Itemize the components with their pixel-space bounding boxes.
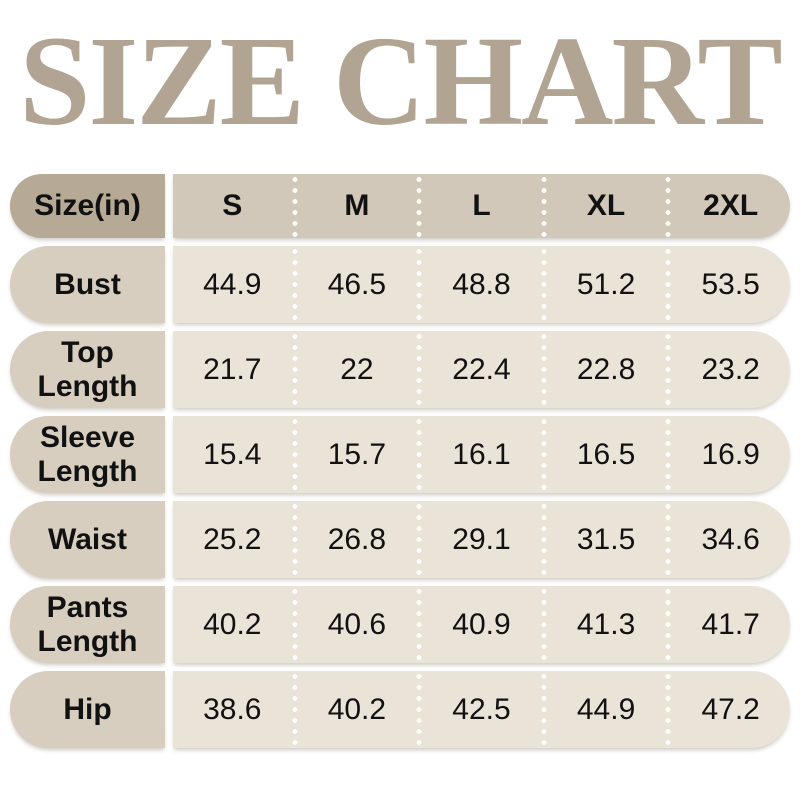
row-label: Hip <box>10 671 165 749</box>
dotted-column-separator <box>416 671 423 749</box>
measurement-value-cell: 40.6 <box>327 607 387 641</box>
row-label: Sleeve Length <box>10 416 165 494</box>
measurement-value-cell: 22.8 <box>576 352 636 386</box>
measurement-value-cell: 41.7 <box>701 607 760 641</box>
measurement-value-cell: 44.9 <box>576 692 636 726</box>
dotted-column-separator <box>291 331 298 409</box>
dotted-column-separator <box>416 586 423 664</box>
measurement-value-cell: 29.1 <box>452 522 511 556</box>
dotted-column-separator <box>665 174 672 239</box>
row-values-area: 21.7 22 22.4 22.8 23.2 <box>173 331 790 409</box>
dotted-column-separator <box>291 246 298 324</box>
dotted-column-separator <box>665 246 672 324</box>
measurement-value-cell: 21.7 <box>203 352 262 386</box>
measurement-value-cell: 16.5 <box>576 437 636 471</box>
header-unit-cell: Size(in) <box>10 174 165 239</box>
size-header-cell: S <box>222 189 243 223</box>
measurement-value-cell: 51.2 <box>576 267 636 301</box>
dotted-column-separator <box>540 586 547 664</box>
dotted-column-separator <box>665 416 672 494</box>
table-row: Waist 25.2 26.8 29.1 31.5 34.6 <box>10 501 790 579</box>
measurement-value-cell: 34.6 <box>701 522 760 556</box>
table-row: Bust 44.9 46.5 48.8 51.2 53.5 <box>10 246 790 324</box>
measurement-value-cell: 44.9 <box>203 267 262 301</box>
size-header-cell: 2XL <box>703 189 759 223</box>
dotted-column-separator <box>416 416 423 494</box>
table-row: Top Length 21.7 22 22.4 22.8 23.2 <box>10 331 790 409</box>
size-header-cell: XL <box>586 189 626 223</box>
dotted-column-separator <box>540 331 547 409</box>
row-label: Top Length <box>10 331 165 409</box>
size-header-cell: L <box>472 189 491 223</box>
dotted-column-separator <box>665 671 672 749</box>
measurement-value-cell: 40.2 <box>203 607 262 641</box>
measurement-value-cell: 16.9 <box>701 437 760 471</box>
measurement-value-cell: 41.3 <box>576 607 636 641</box>
dotted-column-separator <box>665 331 672 409</box>
measurement-value-cell: 53.5 <box>701 267 760 301</box>
row-values-area: 40.2 40.6 40.9 41.3 41.7 <box>173 586 790 664</box>
row-values-area: 25.2 26.8 29.1 31.5 34.6 <box>173 501 790 579</box>
dotted-column-separator <box>665 501 672 579</box>
measurement-value-cell: 22 <box>340 352 374 386</box>
measurement-value-cell: 47.2 <box>701 692 760 726</box>
table-body: Bust 44.9 46.5 48.8 51.2 53.5 Top Length 21.7 22… <box>10 246 790 749</box>
measurement-value-cell: 38.6 <box>203 692 262 726</box>
header-sizes-area: S M L XL 2XL <box>173 174 790 239</box>
measurement-value-cell: 15.4 <box>203 437 262 471</box>
dotted-column-separator <box>291 501 298 579</box>
measurement-value-cell: 15.7 <box>327 437 387 471</box>
dotted-column-separator <box>416 501 423 579</box>
dotted-column-separator <box>540 174 547 239</box>
dotted-column-separator <box>540 501 547 579</box>
table-row: Hip 38.6 40.2 42.5 44.9 47.2 <box>10 671 790 749</box>
dotted-column-separator <box>540 416 547 494</box>
dotted-column-separator <box>416 246 423 324</box>
table-row: Sleeve Length 15.4 15.7 16.1 16.5 16.9 <box>10 416 790 494</box>
measurement-value-cell: 22.4 <box>452 352 511 386</box>
dotted-column-separator <box>291 416 298 494</box>
dotted-column-separator <box>540 246 547 324</box>
dotted-column-separator <box>665 586 672 664</box>
row-values-area: 15.4 15.7 16.1 16.5 16.9 <box>173 416 790 494</box>
measurement-value-cell: 48.8 <box>452 267 511 301</box>
dotted-column-separator <box>291 671 298 749</box>
measurement-value-cell: 40.9 <box>452 607 511 641</box>
page-title: SIZE CHART <box>19 10 783 152</box>
dotted-column-separator <box>416 174 423 239</box>
table-row: Pants Length 40.2 40.6 40.9 41.3 41.7 <box>10 586 790 664</box>
measurement-value-cell: 16.1 <box>452 437 511 471</box>
row-label: Bust <box>10 246 165 324</box>
measurement-value-cell: 46.5 <box>327 267 387 301</box>
row-label: Pants Length <box>10 586 165 664</box>
size-header-cell: M <box>344 189 370 223</box>
measurement-value-cell: 40.2 <box>327 692 387 726</box>
row-values-area: 44.9 46.5 48.8 51.2 53.5 <box>173 246 790 324</box>
row-label: Waist <box>10 501 165 579</box>
size-table: Size(in) S M L XL 2XL Bust 44.9 46.5 48.8 51.2 53… <box>10 174 790 749</box>
measurement-value-cell: 26.8 <box>327 522 387 556</box>
row-values-area: 38.6 40.2 42.5 44.9 47.2 <box>173 671 790 749</box>
measurement-value-cell: 25.2 <box>203 522 262 556</box>
dotted-column-separator <box>540 671 547 749</box>
measurement-value-cell: 31.5 <box>576 522 636 556</box>
dotted-column-separator <box>416 331 423 409</box>
dotted-column-separator <box>291 174 298 239</box>
dotted-column-separator <box>291 586 298 664</box>
measurement-value-cell: 42.5 <box>452 692 511 726</box>
table-header-row: Size(in) S M L XL 2XL <box>10 174 790 239</box>
measurement-value-cell: 23.2 <box>701 352 760 386</box>
